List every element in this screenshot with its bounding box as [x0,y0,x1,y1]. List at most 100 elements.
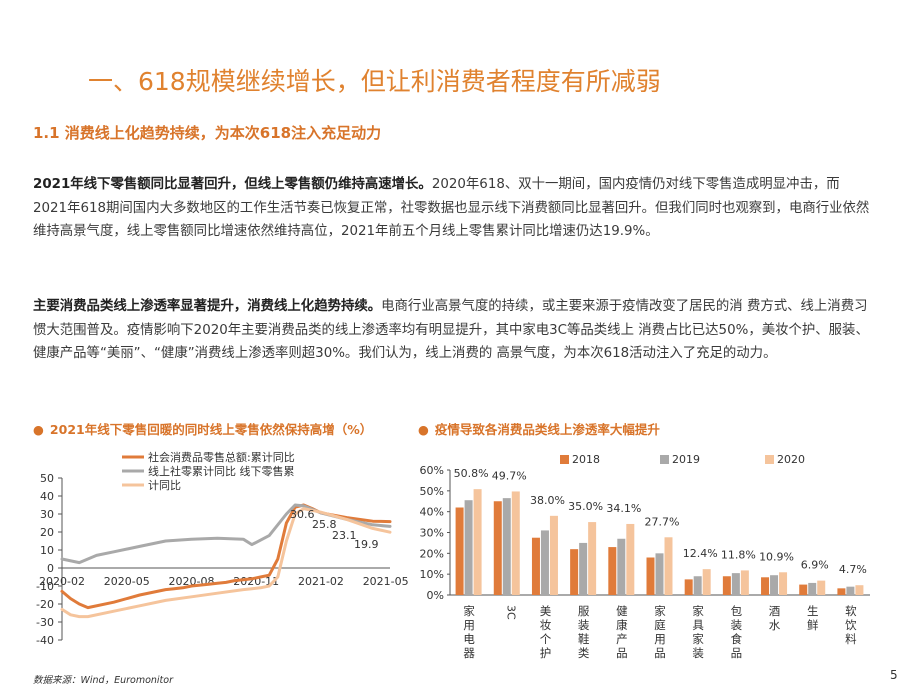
data-label: 6.9% [801,559,829,572]
data-source: 数据来源：Wind，Euromonitor [33,675,173,686]
data-label: 23.1 [332,529,357,542]
y-tick-label: 60% [420,464,444,477]
data-label: 4.7% [839,563,867,576]
category-label: 软饮料 [845,604,857,646]
legend-label: 线上社零累计同比 线下零售累 [148,464,295,478]
bar [502,498,511,595]
legend-swatch [560,455,569,464]
data-label: 35.0% [568,500,603,513]
bar [626,523,635,595]
category-label: 酒水 [769,604,781,632]
data-label: 30.6 [290,508,315,521]
x-tick-label: 2020-05 [104,575,150,588]
data-label: 10.9% [759,550,794,563]
y-tick-label: 10 [40,544,54,557]
bar [455,507,464,595]
category-label: 3C [504,605,517,620]
legend-label: 计同比 [148,479,181,492]
bar [817,580,826,595]
bar [855,585,864,595]
section-subtitle: 1.1 消费线上化趋势持续，为本次618注入充足动力 [33,124,382,142]
y-tick-label: 20% [420,547,444,560]
y-tick-label: 40% [420,506,444,519]
y-tick-label: -30 [36,616,54,629]
x-tick-label: 2021-02 [298,575,344,588]
data-label: 11.8% [721,548,756,561]
bar [588,522,597,595]
y-tick-label: 10% [420,568,444,581]
y-tick-label: -10 [36,580,54,593]
bar [846,586,855,595]
bar [799,584,808,595]
x-tick-label: 2021-05 [363,575,409,588]
bar [608,547,617,595]
bullet-dot-icon: ● [33,422,44,437]
paragraph-2-body: 电商行业高景气度的持续，或主要来源于疫情改变了居民的消 费方式、线上消费习惯大范… [33,299,869,361]
bar [702,569,711,595]
y-tick-label: 40 [40,490,54,503]
bar [579,542,588,595]
bar [511,491,520,595]
bar [493,501,502,595]
legend-swatch [660,455,669,464]
category-label: 家用电器 [463,604,475,660]
chart1-title: ● 2021年线下零售回暖的同时线上零售依然保持高增（%） [33,422,373,437]
legend-label: 2020 [777,453,805,466]
bar [540,530,549,595]
category-label: 生鲜 [807,604,819,632]
data-label: 38.0% [530,494,565,507]
bar [464,500,473,595]
y-tick-label: 50 [40,472,54,485]
paragraph-2: 主要消费品类线上渗透率显著提升，消费线上化趋势持续。电商行业高景气度的持续，或主… [33,295,873,366]
legend-label: 社会消费品零售总额:累计同比 [148,450,295,464]
category-label: 健康产品 [616,604,628,660]
category-label: 服装鞋类 [578,604,590,660]
bar [770,575,779,595]
bullet-dot-icon: ● [418,422,429,437]
data-label: 50.8% [454,467,489,480]
data-label: 49.7% [492,469,527,482]
legend-swatch [765,455,774,464]
bar [684,579,693,595]
bar [570,549,579,595]
data-label: 34.1% [606,502,641,515]
category-label: 包装食品 [731,604,743,660]
legend-label: 2018 [572,453,600,466]
y-tick-label: 30 [40,508,54,521]
paragraph-1: 2021年线下零售额同比显著回升，但线上零售额仍维持高速增长。2020年618、… [33,173,873,244]
y-tick-label: 50% [420,485,444,498]
category-label: 家庭用品 [654,604,666,660]
bar [722,576,731,595]
data-label: 27.7% [645,515,680,528]
y-tick-label: 0% [427,589,444,602]
bar [731,573,740,595]
data-label: 19.9 [354,538,379,551]
paragraph-1-body: 2020年618、双十一期间，国内疫情仍对线下零售造成明显冲击，而2021年61… [33,177,870,239]
bar [808,582,817,595]
bar [655,553,664,595]
data-label: 25.8 [312,518,337,531]
data-label: 12.4% [683,547,718,560]
bar [779,572,788,595]
category-label: 美妆个护 [540,604,552,660]
bar [837,588,846,595]
y-tick-label: 20 [40,526,54,539]
bar [664,537,673,595]
bar-chart: 60% 50% 40% 30% 20% 10% 0% 50.8% 家用电器 49.7% 3C 38.0… [420,453,870,660]
paragraph-2-lead: 主要消费品类线上渗透率显著提升，消费线上化趋势持续。 [33,299,382,314]
bar [761,577,770,595]
x-tick-label: 2020-02 [39,575,85,588]
chart2-title: ● 疫情导致各消费品类线上渗透率大幅提升 [418,422,660,437]
y-tick-label: -20 [36,598,54,611]
bar [693,576,702,595]
category-label: 家具家装 [692,604,704,660]
page-title: 一、618规模继续增长，但让利消费者程度有所减弱 [88,67,661,96]
line-chart: 50 40 30 20 10 0 -10 -20 -30 -40 2020-02 2020-05 202… [36,450,409,647]
bar [740,570,749,595]
bar [646,557,655,595]
series-line [60,507,392,619]
bar [617,538,626,595]
legend-label: 2019 [672,453,700,466]
bar [531,537,540,595]
y-tick-label: -40 [36,634,54,647]
